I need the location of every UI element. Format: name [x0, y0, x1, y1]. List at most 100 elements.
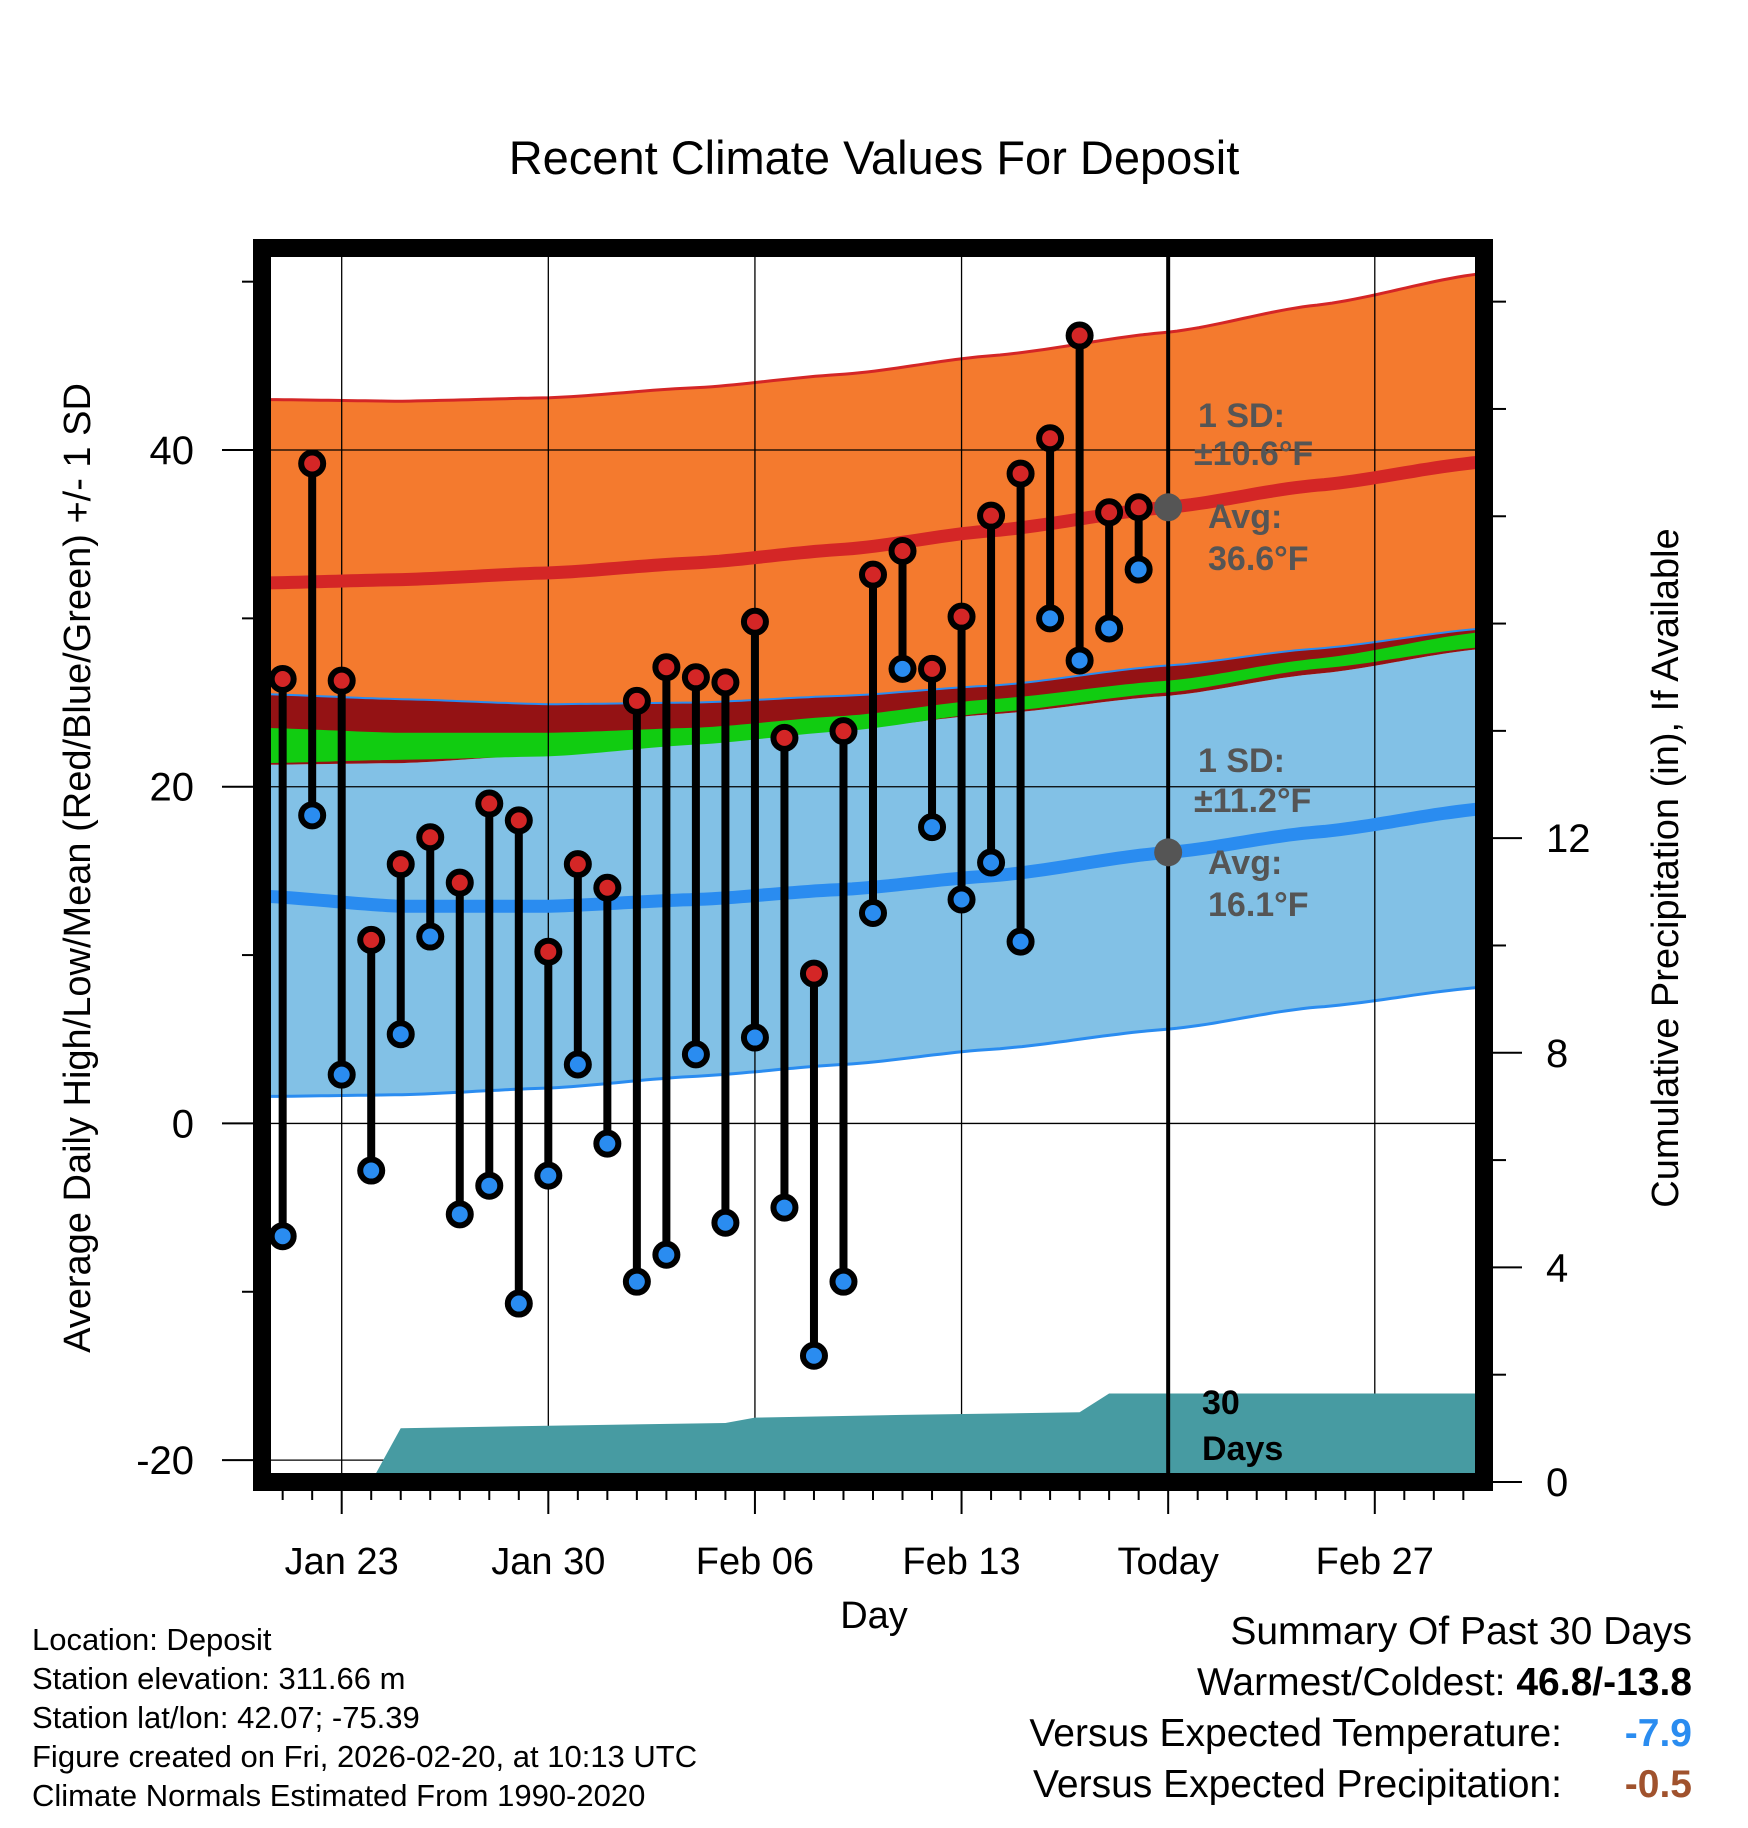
high-avg-point	[1154, 493, 1183, 522]
daily-low-point	[327, 1060, 356, 1089]
left-tick-label: 40	[150, 429, 195, 473]
daily-low-point	[652, 1240, 681, 1269]
daily-high-point	[859, 560, 887, 589]
x-tick-label: Jan 23	[285, 1541, 399, 1583]
daily-low-point	[298, 801, 327, 830]
low-sd-label: 1 SD:	[1198, 742, 1285, 780]
x-tick-label: Feb 13	[902, 1541, 1020, 1583]
daily-high-point	[947, 602, 976, 631]
precip-cumulative	[262, 1393, 1484, 1482]
daily-high-point	[327, 666, 356, 695]
summary-temp-value: -7.9	[1624, 1712, 1692, 1755]
high-avg-label: Avg:	[1208, 498, 1282, 536]
daily-high-point	[1124, 493, 1153, 522]
info-elevation: Station elevation: 311.66 m	[32, 1661, 406, 1696]
daily-high-point	[799, 959, 828, 988]
summary-warmest-label: Warmest/Coldest:	[1197, 1661, 1506, 1704]
summary-panel: Summary Of Past 30 Days Warmest/Coldest:…	[1029, 1610, 1692, 1814]
daily-high-point	[1006, 459, 1035, 488]
info-latlon: Station lat/lon: 42.07; -75.39	[32, 1700, 420, 1735]
high-annotation: 1 SD: ±10.6°F Avg: 36.6°F	[1194, 397, 1313, 578]
daily-low-point	[357, 1156, 386, 1185]
low-avg-point	[1154, 838, 1183, 867]
x-tick-label: Feb 06	[696, 1541, 814, 1583]
daily-low-point	[563, 1050, 592, 1079]
high-avg-line	[261, 455, 1485, 590]
high-sd-band	[262, 273, 1484, 705]
daily-low-point	[1006, 927, 1035, 956]
daily-high-point	[534, 937, 563, 966]
daily-high-point	[416, 823, 445, 852]
daily-high-point	[977, 501, 1006, 530]
low-avg-label: Avg:	[1208, 844, 1282, 882]
daily-low-point	[593, 1129, 622, 1158]
x-tick-label: Today	[1117, 1541, 1218, 1583]
daily-high-point	[475, 789, 504, 818]
high-avg-value: 36.6°F	[1208, 540, 1309, 578]
today-average-points	[1154, 493, 1183, 867]
daily-low-point	[445, 1200, 474, 1229]
daily-high-point	[357, 925, 386, 954]
daily-high-point	[1095, 498, 1124, 527]
daily-high-point	[652, 653, 681, 682]
low-sd-value: ±11.2°F	[1194, 782, 1311, 820]
daily-low-point	[799, 1341, 828, 1370]
daily-low-point	[416, 922, 445, 951]
left-tick-label: 20	[150, 766, 195, 810]
summary-precip-value: -0.5	[1624, 1763, 1692, 1806]
daily-low-point	[1036, 604, 1065, 633]
right-tick-label: 0	[1546, 1461, 1568, 1505]
daily-high-point	[829, 717, 858, 746]
daily-high-low-series	[268, 321, 1153, 1370]
info-location: Location: Deposit	[32, 1622, 272, 1657]
daily-low-point	[977, 848, 1006, 877]
daily-low-point	[386, 1020, 415, 1049]
high-sd-label: 1 SD:	[1198, 397, 1285, 435]
right-tick-label: 4	[1546, 1246, 1568, 1290]
daily-high-point	[681, 663, 710, 692]
low-annotation: 1 SD: ±11.2°F Avg: 16.1°F	[1194, 742, 1311, 924]
low-avg-value: 16.1°F	[1208, 886, 1309, 924]
info-normals: Climate Normals Estimated From 1990-2020	[32, 1778, 646, 1813]
right-tick-label: 8	[1546, 1032, 1568, 1076]
daily-low-point	[622, 1267, 651, 1296]
daily-low-point	[681, 1040, 710, 1069]
daily-low-point	[1065, 646, 1094, 675]
plot-frame	[253, 239, 1493, 1491]
days-word: Days	[1202, 1430, 1283, 1468]
days-annotation: 30 Days	[1202, 1384, 1283, 1468]
daily-low-point	[859, 898, 887, 927]
chart-title: Recent Climate Values For Deposit	[509, 131, 1240, 184]
daily-high-point	[504, 806, 533, 835]
daily-low-point	[888, 654, 917, 683]
x-tick-label: Feb 27	[1316, 1541, 1434, 1583]
daily-high-point	[622, 686, 651, 715]
daily-low-point	[268, 1222, 297, 1251]
daily-low-point	[534, 1161, 563, 1190]
daily-high-point	[445, 868, 474, 897]
daily-high-point	[298, 449, 327, 478]
daily-high-point	[268, 664, 297, 693]
mean-band	[262, 631, 1484, 764]
daily-high-point	[386, 850, 415, 879]
x-tick-label: Jan 30	[491, 1541, 605, 1583]
low-sd-lower-edge	[261, 985, 1485, 1098]
summary-temp-label: Versus Expected Temperature:	[1029, 1712, 1562, 1755]
info-created: Figure created on Fri, 2026-02-20, at 10…	[32, 1739, 698, 1774]
daily-high-point	[1036, 424, 1065, 453]
summary-warmest-value: 46.8/-13.8	[1516, 1661, 1692, 1704]
high-sd-value: ±10.6°F	[1194, 435, 1313, 473]
daily-high-point	[888, 537, 917, 566]
right-tick-label: 12	[1546, 817, 1591, 861]
summary-precip-row: Versus Expected Precipitation: -0.5	[1029, 1763, 1692, 1814]
daily-low-point	[1124, 555, 1153, 584]
daily-high-point	[1065, 321, 1094, 350]
daily-low-point	[740, 1023, 769, 1052]
summary-title: Summary Of Past 30 Days	[1230, 1610, 1692, 1653]
daily-low-point	[1095, 614, 1124, 643]
right-axis: 0 4 8 12	[1493, 300, 1591, 1505]
daily-high-point	[563, 850, 592, 879]
high-sd-upper-edge	[261, 271, 1485, 403]
x-axis-label: Day	[840, 1595, 908, 1637]
daily-low-point	[947, 885, 976, 914]
